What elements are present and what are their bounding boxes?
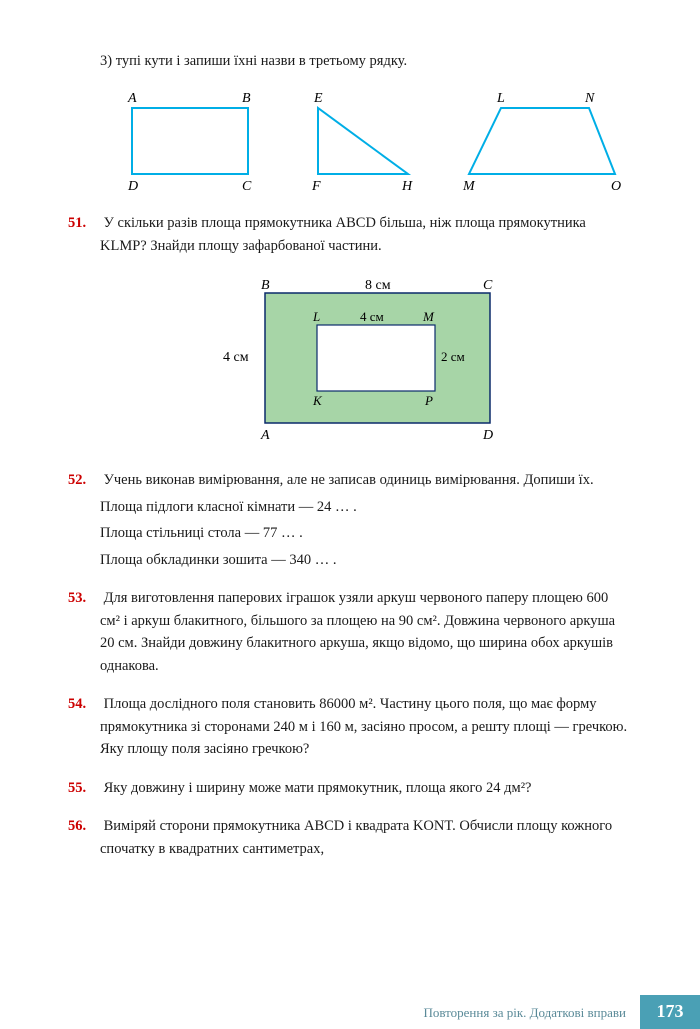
task-54: 54. Площа дослідного поля становить 8600… bbox=[100, 693, 630, 760]
task-number: 52. bbox=[68, 469, 100, 491]
intro-prefix: 3) bbox=[100, 53, 112, 69]
line: Площа підлоги класної кімнати — 24 … . bbox=[100, 496, 630, 518]
task-56: 56. Виміряй сторони прямокутника ABCD і … bbox=[100, 815, 630, 860]
intro-text: тупі кути і запиши їхні назви в третьому… bbox=[116, 53, 407, 69]
task-intro: 3) тупі кути і запиши їхні назви в треть… bbox=[100, 50, 630, 72]
shape-rectangle: A B D C bbox=[110, 88, 270, 198]
task-number: 53. bbox=[68, 587, 100, 609]
lbl-D: D bbox=[482, 428, 493, 443]
footer-label: Повторення за рік. Додаткові вправи bbox=[423, 995, 640, 1029]
label-B: B bbox=[242, 91, 251, 106]
shape-trapezoid: L N M O bbox=[455, 88, 630, 198]
task-text: Яку довжину і ширину може мати прямокутн… bbox=[104, 780, 532, 796]
label-H: H bbox=[401, 179, 413, 194]
shape-triangle: E F H bbox=[298, 88, 428, 198]
label-F: F bbox=[311, 179, 321, 194]
task-number: 54. bbox=[68, 693, 100, 715]
page-number: 173 bbox=[640, 995, 700, 1029]
task-text: Площа дослідного поля становить 86000 м²… bbox=[100, 696, 627, 757]
task-51: 51. У скільки разів площа прямокутника A… bbox=[100, 212, 630, 257]
lbl-8cm: 8 см bbox=[365, 278, 391, 293]
label-L: L bbox=[496, 91, 505, 106]
lbl-4cm: 4 см bbox=[360, 309, 384, 324]
lbl-2cm: 2 см bbox=[441, 349, 465, 364]
task-number: 51. bbox=[68, 212, 100, 234]
label-A: A bbox=[127, 91, 137, 106]
task-number: 55. bbox=[68, 777, 100, 799]
label-O: O bbox=[611, 179, 621, 194]
task-text: Учень виконав вимірювання, але не записа… bbox=[104, 472, 594, 488]
lbl-C: C bbox=[483, 278, 493, 293]
task-text: Виміряй сторони прямокутника ABCD і квад… bbox=[100, 818, 612, 856]
line: Площа обкладинки зошита — 340 … . bbox=[100, 549, 630, 571]
task-text: У скільки разів площа прямокутника ABCD … bbox=[100, 215, 586, 253]
task-number: 56. bbox=[68, 815, 100, 837]
page-footer: Повторення за рік. Додаткові вправи 173 bbox=[0, 995, 700, 1029]
task-text: Для виготовлення паперових іграшок узяли… bbox=[100, 590, 615, 673]
lbl-A: A bbox=[260, 428, 270, 443]
label-N: N bbox=[584, 91, 595, 106]
label-M: M bbox=[462, 179, 476, 194]
label-D: D bbox=[127, 179, 138, 194]
line: Площа стільниці стола — 77 … . bbox=[100, 522, 630, 544]
lbl-K: K bbox=[312, 393, 323, 408]
task-53: 53. Для виготовлення паперових іграшок у… bbox=[100, 587, 630, 677]
lbl-M: M bbox=[422, 309, 435, 324]
task-52: 52. Учень виконав вимірювання, але не за… bbox=[100, 469, 630, 571]
figure-51: B 8 см C L 4 см M 4 см 2 см K P A D bbox=[100, 273, 630, 453]
task-55: 55. Яку довжину і ширину може мати прямо… bbox=[100, 777, 630, 799]
label-C: C bbox=[242, 179, 252, 194]
lbl-L: L bbox=[312, 309, 320, 324]
label-E: E bbox=[313, 91, 323, 106]
lbl-B: B bbox=[261, 278, 270, 293]
lbl-4cm-left: 4 см bbox=[223, 350, 249, 365]
shapes-row: A B D C E F H L N M O bbox=[110, 88, 630, 198]
lbl-P: P bbox=[424, 393, 433, 408]
